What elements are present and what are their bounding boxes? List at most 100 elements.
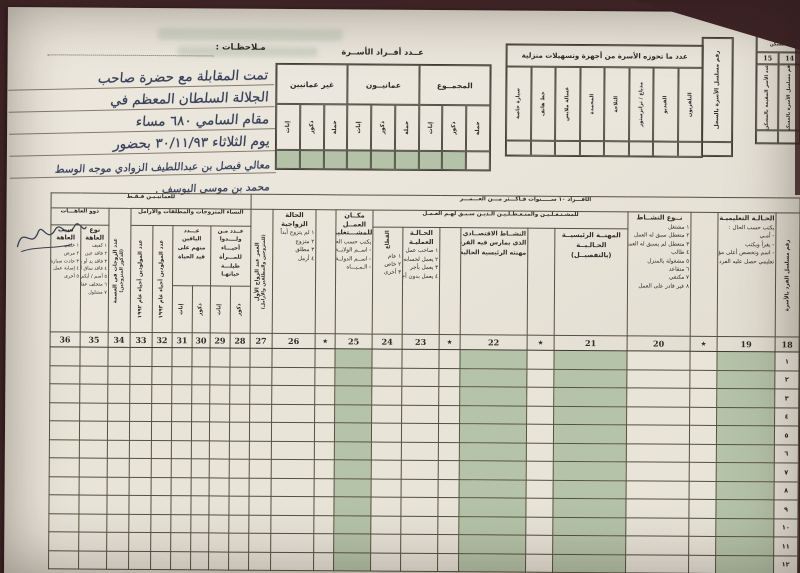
col-no: 26 [272,333,316,349]
list-line: ٦ متخلف عقلياً [80,282,107,288]
list-line: ٢ يعمل لحسابه [403,256,439,263]
list-line: ٢ فاقد عين [84,251,108,257]
entry-cell [371,349,403,368]
entry-cell [191,384,210,404]
list-line: ٦ متقاعد [668,266,690,273]
entry-cell [248,533,271,552]
entry-cell [49,383,80,403]
header-disability-cause: سبب العاهة ١ خلقي ٢ مرض ٣ حادث سيارة ٤ إصاب… [49,224,81,333]
entry-cell [271,403,315,423]
entry-cell [208,532,229,552]
coding-column [315,209,337,334]
entry-cell [526,461,554,480]
entry-cell [48,457,80,477]
subcol-females: إناث [275,103,301,151]
table-body: ١ ٢ ٣ ٤ ٥ ٦ ٧ ٨ ٩ ١٠ ١١ ١٢ [48,346,800,573]
list-line: للمـــرأة [219,254,242,261]
header-employment-status: الحـالـة العمليـة ١ صاحب عمل ٢ يعمل لحساب… [402,227,440,335]
entry-cell [248,496,272,515]
column-header-radio: مذياع / ترانزستور [628,67,654,142]
entry-cell [79,347,108,366]
entry-cell [459,349,528,369]
entry-cell [716,388,775,408]
entry-cell [626,387,690,407]
entry-cell [170,477,192,496]
list-line: قيد الحياة [178,254,205,261]
entry-cell [526,387,554,406]
entry-cell [689,443,717,463]
col-no: 24 [372,334,403,350]
entry-cell [437,516,459,535]
entry-cell [228,477,249,497]
entry-cell [190,551,209,570]
list-line: حياتهـا [221,271,240,278]
entry-cell [689,351,718,370]
subheader-females: إناث [172,285,193,333]
header-activity-type: نــوع النشــاط ١ مشتغل ٢ متعطل سبق له الع… [627,211,692,337]
entry-cell [248,551,271,571]
col-no: 35 [79,332,109,348]
entry-cell [626,424,690,444]
entry-cell [228,551,249,571]
entry-cell [106,476,130,496]
entry-cell [270,496,315,516]
entry-cell [191,403,210,422]
entry-cell [626,369,690,389]
entry-cell [190,477,210,496]
row-number-cell: ٥ [774,425,799,445]
entry-cell [314,441,335,460]
entry-cell [505,140,531,156]
entry-cell [716,425,775,445]
entry-cell [229,422,250,441]
list-line: ٣ أخرى [383,270,402,277]
group-non-omanis: غير عمانيين [276,63,348,105]
col-no: 33 [129,332,153,348]
entry-cell [688,499,717,518]
ink-bleed [157,28,343,42]
entry-cell [151,458,172,478]
entry-cell [689,388,717,407]
entry-cell [626,406,690,426]
entry-cell [553,368,627,388]
entry-cell [688,536,716,555]
entry-cell [401,441,439,461]
entry-cell [107,347,130,366]
column-header-families-in-dwelling: عدد الأسر المقيمة بالمسكن [756,64,779,131]
col-no: 22 [460,334,528,351]
entry-cell [171,366,192,385]
entry-cell [715,554,774,573]
entry-cell [323,150,348,170]
list-line: يكتب حسب الحال : [335,238,372,246]
entry-cell [129,365,152,385]
entry-cell [106,495,129,514]
header-born-alive-1993: عدد المولودين أحياء عام ١٩٩٣ [152,225,173,333]
entry-cell [526,479,554,499]
entry-cell [371,404,402,424]
list-line: ٥ أصم / أبكم [80,274,107,280]
photo-background-edge [795,45,800,195]
header-children-born-alive: عــدد مـن ولــــدوا أحيـــاء للمـــرأة طيلــ… [210,225,251,287]
entry-cell [171,403,192,422]
entry-cell [150,495,171,515]
list-line: ١ لم يتزوج أبداً [280,230,315,237]
entry-cell [313,496,335,516]
entry-cell [48,531,79,551]
entry-cell [526,350,555,369]
entry-cell [191,440,210,459]
entry-cell [150,477,172,496]
entry-cell [249,348,273,367]
entry-cell [334,459,372,479]
entry-cell [333,533,371,553]
list-line: - اســم الولايــة [335,247,372,254]
entry-cell [271,459,315,479]
list-line: ولــــدوا [219,236,242,243]
entry-cell [401,349,440,369]
entry-cell [170,495,191,515]
row-number-cell: ٩ [773,499,799,519]
entry-cell [249,366,272,386]
column-header-television: التلفزيون [677,67,703,142]
entry-cell [191,347,210,367]
entry-cell [151,347,172,367]
entry-cell [371,441,402,461]
